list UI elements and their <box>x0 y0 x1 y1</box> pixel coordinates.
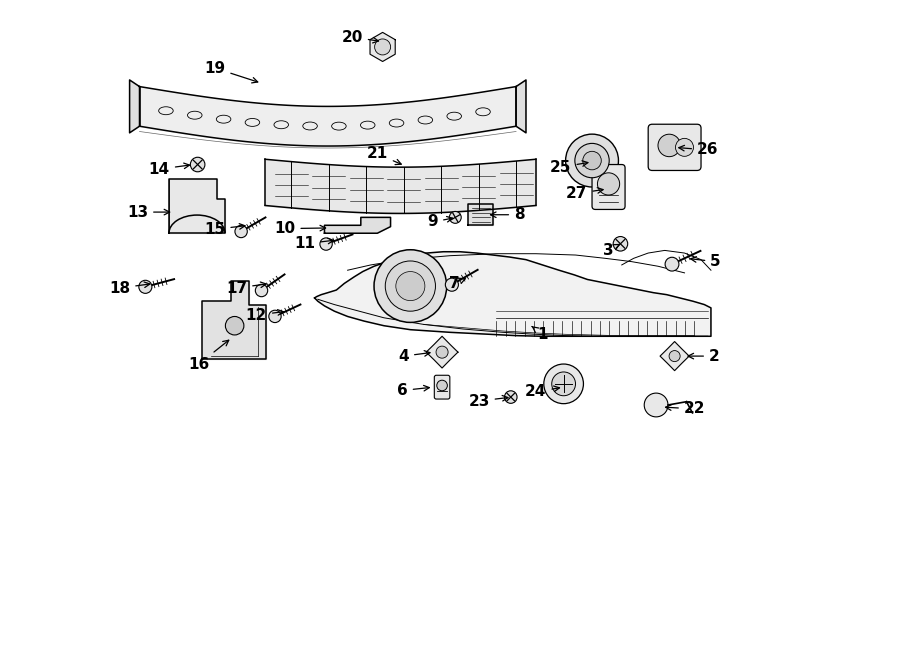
Circle shape <box>552 372 575 396</box>
Text: 16: 16 <box>188 340 229 371</box>
Polygon shape <box>169 179 225 233</box>
Polygon shape <box>469 204 493 225</box>
Text: 15: 15 <box>204 222 245 237</box>
Text: 9: 9 <box>428 214 453 230</box>
Circle shape <box>575 144 609 177</box>
Polygon shape <box>427 336 458 368</box>
Circle shape <box>446 278 458 291</box>
Circle shape <box>139 280 152 293</box>
Circle shape <box>505 391 518 403</box>
Text: 1: 1 <box>532 326 548 342</box>
Text: 25: 25 <box>550 160 588 175</box>
FancyBboxPatch shape <box>592 165 626 209</box>
Text: 23: 23 <box>468 393 508 408</box>
Text: 11: 11 <box>294 236 334 252</box>
Text: 22: 22 <box>666 401 706 416</box>
Circle shape <box>436 380 447 391</box>
Circle shape <box>374 39 391 55</box>
Text: 8: 8 <box>491 207 525 222</box>
Circle shape <box>583 152 601 170</box>
Text: 21: 21 <box>366 146 401 165</box>
Circle shape <box>449 211 461 223</box>
Text: 27: 27 <box>566 186 603 201</box>
Text: 20: 20 <box>341 30 379 44</box>
Polygon shape <box>370 32 395 62</box>
Text: 4: 4 <box>399 349 430 363</box>
Text: 3: 3 <box>603 243 619 258</box>
Circle shape <box>436 346 448 358</box>
Circle shape <box>374 250 446 322</box>
Circle shape <box>665 258 679 271</box>
Text: 6: 6 <box>397 383 429 398</box>
Text: 24: 24 <box>525 384 560 399</box>
FancyBboxPatch shape <box>648 124 701 171</box>
Text: 7: 7 <box>448 276 465 291</box>
Text: 26: 26 <box>679 142 718 158</box>
Circle shape <box>256 285 267 297</box>
Text: 14: 14 <box>148 162 190 177</box>
Polygon shape <box>660 342 689 371</box>
Circle shape <box>269 310 281 322</box>
Text: 19: 19 <box>204 61 257 83</box>
Polygon shape <box>130 80 140 133</box>
Circle shape <box>676 138 694 156</box>
Circle shape <box>191 158 205 172</box>
Text: 13: 13 <box>127 205 170 220</box>
Circle shape <box>644 393 668 417</box>
Polygon shape <box>325 217 391 233</box>
Circle shape <box>598 173 619 195</box>
Text: 12: 12 <box>246 308 284 322</box>
FancyBboxPatch shape <box>435 375 450 399</box>
Circle shape <box>320 238 332 250</box>
Circle shape <box>669 351 680 361</box>
Circle shape <box>544 364 583 404</box>
Polygon shape <box>516 80 526 133</box>
Text: 10: 10 <box>274 221 326 236</box>
Polygon shape <box>202 281 266 359</box>
Circle shape <box>396 271 425 301</box>
Circle shape <box>658 134 680 157</box>
Circle shape <box>613 236 627 251</box>
Text: 2: 2 <box>688 349 720 363</box>
Polygon shape <box>315 252 711 336</box>
Text: 5: 5 <box>690 254 721 269</box>
Text: 18: 18 <box>109 281 150 295</box>
Text: 17: 17 <box>226 281 266 295</box>
Circle shape <box>235 225 248 238</box>
Circle shape <box>225 316 244 335</box>
Circle shape <box>385 261 436 311</box>
Circle shape <box>565 134 618 187</box>
